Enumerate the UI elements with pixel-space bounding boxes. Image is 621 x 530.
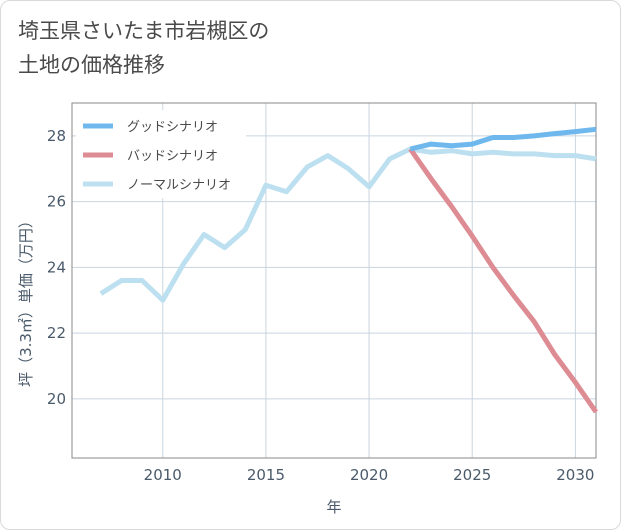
y-axis-title: 坪（3.3㎡）単価（万円） [17, 213, 35, 387]
y-tick-label-24: 24 [47, 258, 66, 276]
series-line-good [409, 126, 597, 152]
x-tick-label-2020: 2020 [350, 466, 388, 484]
series-line-bad [408, 147, 599, 414]
legend-label-good: グッドシナリオ [127, 120, 218, 135]
x-tick-label-2025: 2025 [453, 466, 491, 484]
y-tick-label-28: 28 [47, 127, 66, 145]
y-tick-label-20: 20 [47, 390, 66, 408]
y-tick-label-26: 26 [47, 193, 66, 211]
chart-title: 埼玉県さいたま市岩槻区の 土地の価格推移 [18, 19, 270, 77]
series-lines [99, 126, 599, 414]
y-tick-label-22: 22 [47, 324, 66, 342]
legend-label-bad: バッドシナリオ [127, 149, 218, 164]
x-axis-title: 年 [326, 498, 341, 516]
series-line-normal [99, 146, 597, 303]
plot-area-border [71, 102, 597, 459]
x-tick-label-2015: 2015 [247, 466, 285, 484]
legend-item-bad[interactable]: バッドシナリオ [83, 149, 218, 164]
legend-item-good[interactable]: グッドシナリオ [83, 120, 218, 135]
x-tick-label-2030: 2030 [556, 466, 594, 484]
tick-labels: 2010 2015 2020 2025 2030 20 22 24 26 28 [47, 127, 595, 484]
legend-item-normal[interactable]: ノーマルシナリオ [83, 178, 231, 193]
legend-label-normal: ノーマルシナリオ [127, 178, 231, 193]
x-tick-label-2010: 2010 [144, 466, 182, 484]
